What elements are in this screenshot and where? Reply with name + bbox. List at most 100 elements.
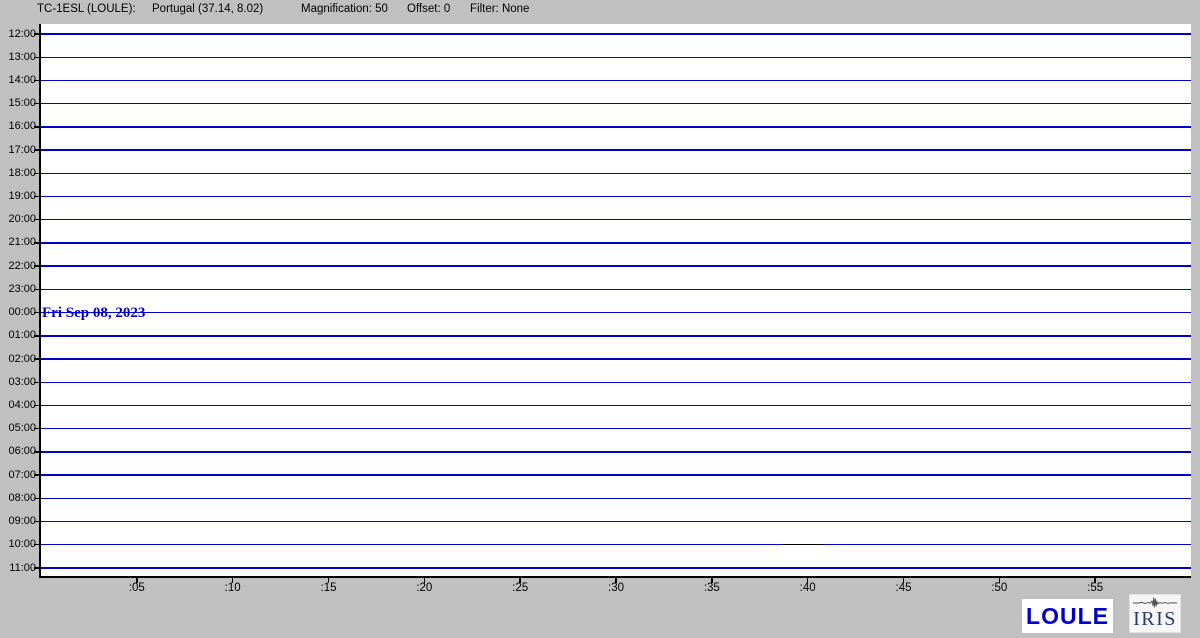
hour-label: 00:00 [8, 306, 36, 319]
trace-row-line [41, 219, 1191, 221]
trace-row-line [41, 102, 1191, 105]
filter-label: Filter: None [470, 3, 530, 15]
trace-row-line [41, 311, 1191, 314]
trace-row-line [41, 544, 1191, 546]
hour-tick [34, 79, 41, 82]
hour-label: 19:00 [8, 190, 36, 203]
minute-tick [231, 578, 234, 583]
trace-row-line [41, 79, 1191, 82]
hour-label: 10:00 [8, 538, 36, 551]
minute-label: :55 [1087, 582, 1104, 594]
hour-label: 04:00 [8, 398, 36, 411]
hour-label: 08:00 [8, 491, 36, 504]
offset-label: Offset: 0 [407, 3, 451, 15]
trace-row-line [41, 242, 1191, 244]
hour-tick [34, 195, 41, 198]
trace-layer [41, 24, 1191, 576]
loule-logo-text: LOULE [1026, 602, 1109, 629]
trace-row-line [41, 335, 1191, 337]
station-id-label: TC-1ESL (LOULE): [37, 3, 136, 15]
minute-tick [998, 578, 1001, 583]
trace-row-line [41, 404, 1191, 407]
minute-tick [423, 578, 426, 583]
trace-row-line [41, 451, 1191, 453]
trace-row-line [41, 195, 1191, 198]
trace-row-line [41, 427, 1191, 430]
hour-tick [34, 288, 41, 291]
hour-tick [34, 126, 41, 128]
hour-tick [34, 311, 41, 314]
minute-label: :45 [895, 582, 912, 594]
minute-label: :10 [224, 582, 241, 594]
trace-row-line [41, 497, 1191, 500]
minute-label: :40 [799, 582, 816, 594]
trace-gap-segment [780, 544, 823, 546]
hour-tick [34, 497, 41, 500]
minute-tick [1094, 578, 1096, 583]
hour-tick [34, 33, 41, 35]
loule-station-logo-button[interactable]: LOULE [1022, 599, 1113, 633]
hour-label: 17:00 [8, 143, 36, 156]
trace-row-line [41, 358, 1191, 360]
trace-row-line [41, 33, 1191, 35]
hour-label: 06:00 [8, 445, 36, 458]
hour-label: 16:00 [8, 120, 36, 133]
minute-label: :15 [320, 582, 337, 594]
hour-tick [34, 265, 41, 267]
minute-label: :25 [512, 582, 529, 594]
minute-label: :50 [991, 582, 1008, 594]
trace-row-line [41, 149, 1191, 151]
hour-tick [34, 358, 41, 360]
hour-tick [34, 219, 41, 221]
hour-label: 14:00 [8, 73, 36, 86]
hour-tick [34, 102, 41, 105]
hour-tick [34, 335, 41, 337]
minute-label: :35 [703, 582, 720, 594]
hour-label: 05:00 [8, 422, 36, 435]
minute-tick [902, 578, 905, 583]
minute-tick [711, 578, 713, 583]
hour-label: 23:00 [8, 282, 36, 295]
iris-logo-button[interactable]: IRIS [1129, 594, 1181, 633]
hour-tick [34, 381, 41, 383]
trace-row-line [41, 381, 1191, 383]
trace-row-line [41, 56, 1191, 58]
hour-label: 03:00 [8, 375, 36, 388]
station-location-label: Portugal (37.14, 8.02) [152, 3, 264, 15]
hour-label: 09:00 [8, 515, 36, 528]
trace-row-line [41, 172, 1191, 174]
hour-label: 15:00 [8, 97, 36, 110]
hour-tick [34, 56, 41, 58]
minute-tick [615, 578, 617, 583]
hour-label: 13:00 [8, 50, 36, 63]
minute-tick [806, 578, 809, 583]
hour-label: 12:00 [8, 27, 36, 40]
trace-row-line [41, 474, 1191, 476]
hour-label: 18:00 [8, 166, 36, 179]
helicorder-plot-area [39, 24, 1191, 578]
trace-row-line [41, 288, 1191, 291]
hour-tick [34, 474, 41, 476]
hour-label: 20:00 [8, 213, 36, 226]
hour-tick [34, 567, 41, 569]
minute-tick [327, 578, 330, 583]
hour-label: 22:00 [8, 259, 36, 272]
hour-label: 02:00 [8, 352, 36, 365]
iris-logo-text: IRIS [1133, 608, 1177, 630]
date-annotation: Fri Sep 08, 2023 [42, 304, 146, 321]
minute-label: :30 [608, 582, 624, 594]
minute-tick [136, 578, 138, 583]
hour-label: 01:00 [8, 329, 36, 342]
hour-tick [34, 451, 41, 453]
minute-tick [519, 578, 521, 583]
hour-tick [34, 544, 41, 546]
hour-label: 07:00 [8, 468, 36, 481]
trace-row-line [41, 265, 1191, 267]
hour-label: 21:00 [8, 236, 36, 249]
trace-row-line [41, 567, 1191, 569]
hour-label: 11:00 [9, 561, 36, 574]
hour-tick [34, 520, 41, 523]
hour-tick [34, 404, 41, 407]
hour-tick [34, 149, 41, 151]
